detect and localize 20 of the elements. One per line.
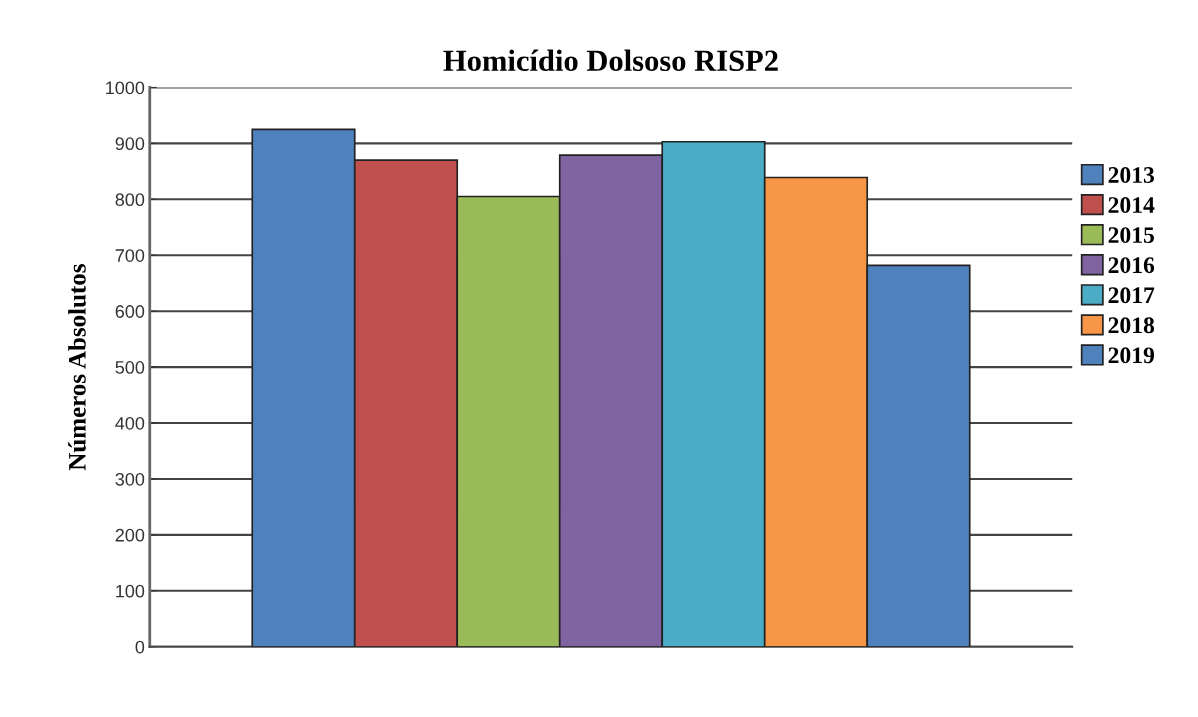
legend-label: 2019	[1108, 347, 1154, 364]
y-tick-label: 500	[115, 361, 145, 374]
y-tick-label: 100	[116, 584, 145, 598]
y-tick-label: 700	[115, 249, 145, 262]
legend-label: 2013	[1108, 167, 1155, 183]
chart-title: Homicídio Dolsoso RISP2	[443, 49, 778, 72]
y-tick-label: 400	[115, 416, 145, 430]
y-tick-label: 200	[115, 528, 145, 542]
y-tick-label: 600	[115, 305, 145, 318]
legend-label: 2017	[1108, 287, 1155, 304]
legend-label: 2018	[1108, 317, 1155, 334]
y-tick-label: 300	[115, 472, 145, 486]
legend-label: 2016	[1108, 257, 1155, 274]
y-tick-label: 0	[135, 640, 145, 654]
y-tick-label: 900	[115, 137, 145, 151]
legend-label: 2015	[1108, 227, 1154, 244]
y-tick-label: 1000	[106, 81, 145, 95]
y-tick-label: 800	[115, 193, 145, 207]
y-axis-title: Números Absolutos	[68, 264, 86, 471]
legend-label: 2014	[1108, 197, 1155, 214]
